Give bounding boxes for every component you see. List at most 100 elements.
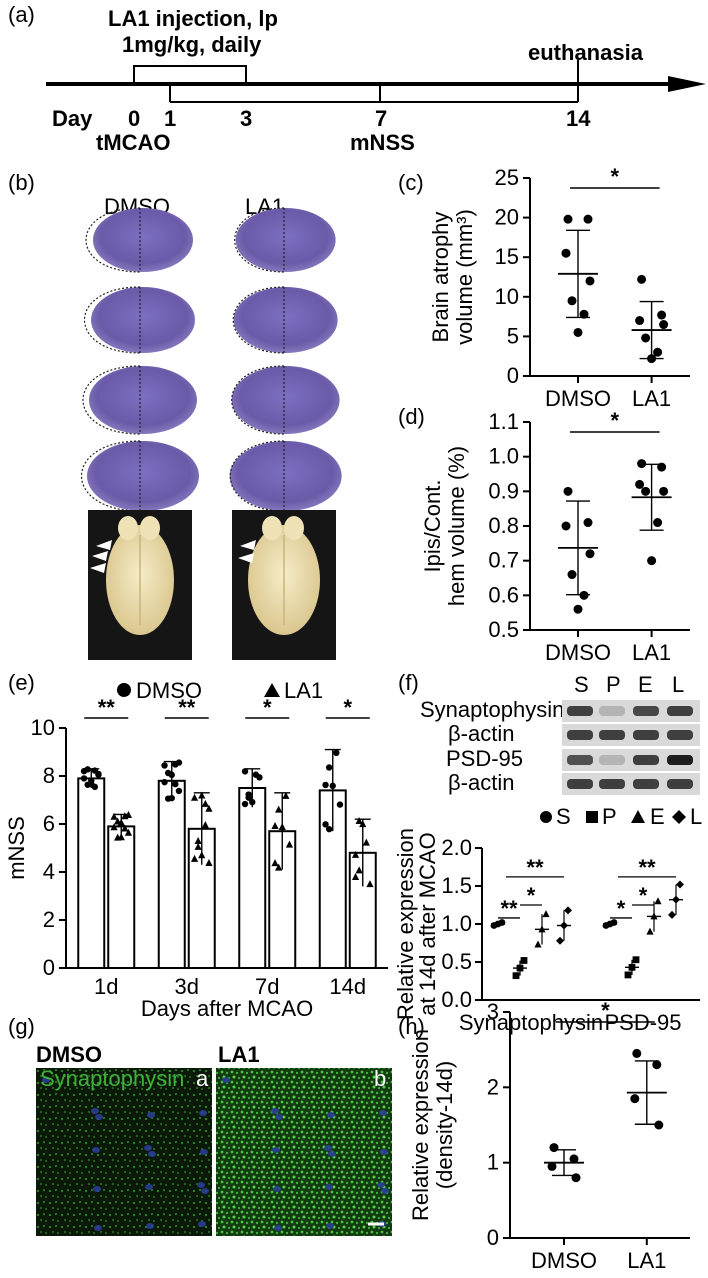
data-point-la1 bbox=[278, 822, 286, 830]
data-point-dmso bbox=[91, 767, 99, 774]
nucleus-la1 bbox=[325, 1184, 333, 1190]
data-point bbox=[659, 320, 669, 330]
brain-section-dmso bbox=[93, 208, 193, 272]
panel-g: (g) DMSO LA1 Synaptophysin a b bbox=[8, 1014, 392, 1236]
data-point-dmso bbox=[172, 780, 179, 788]
data-point-la1 bbox=[201, 799, 209, 807]
blot-row-synaptophysin: Synaptophysin bbox=[420, 697, 564, 722]
brain-section-la1 bbox=[231, 366, 340, 434]
data-point-p bbox=[512, 972, 520, 980]
data-point-la1 bbox=[114, 833, 122, 841]
nucleus-la1 bbox=[328, 1151, 336, 1157]
panel-f: (f) S P E L Synaptophysin β-actin PSD-95… bbox=[393, 670, 702, 1035]
blot-band bbox=[667, 755, 693, 765]
y-tick-label: 2 bbox=[43, 907, 55, 932]
y-tick-label: 0.5 bbox=[488, 617, 519, 642]
data-point bbox=[563, 214, 573, 224]
lesion-outline-la1 bbox=[234, 207, 285, 273]
blot-band bbox=[567, 730, 593, 740]
data-point bbox=[573, 604, 583, 614]
brain-section-dmso bbox=[91, 287, 195, 353]
x-tick-label: 7d bbox=[255, 974, 279, 999]
data-point bbox=[657, 310, 667, 320]
data-point bbox=[547, 1161, 557, 1171]
data-point-dmso bbox=[241, 768, 249, 775]
nucleus-la1 bbox=[327, 1112, 335, 1118]
lesion-outline-la1 bbox=[231, 365, 285, 435]
nucleus-la1 bbox=[272, 1147, 280, 1153]
blot-band bbox=[567, 706, 593, 716]
y-tick-label: 2.0 bbox=[441, 835, 472, 860]
data-point-la1 bbox=[121, 824, 129, 832]
mnss-label: mNSS bbox=[350, 130, 415, 155]
data-point-dmso bbox=[322, 781, 329, 789]
data-point bbox=[571, 1173, 581, 1183]
blot-band bbox=[567, 755, 593, 765]
y-tick-label: 1 bbox=[487, 1150, 499, 1175]
y-tick-label: 0.0 bbox=[441, 987, 472, 1012]
data-point-dmso bbox=[322, 821, 329, 828]
panel-a-letter: (a) bbox=[8, 2, 35, 27]
nucleus-dmso bbox=[93, 1186, 101, 1192]
micrograph-nuclei bbox=[42, 1077, 389, 1231]
data-point bbox=[659, 486, 669, 496]
lane-label-e: E bbox=[638, 672, 653, 697]
data-point-l bbox=[564, 906, 572, 915]
panel-c-letter: (c) bbox=[398, 170, 424, 195]
tmcao-label: tMCAO bbox=[96, 130, 171, 155]
euthanasia-label: euthanasia bbox=[528, 40, 644, 65]
micrograph-stain-label: Synaptophysin bbox=[40, 1066, 184, 1091]
day-tick-0: 0 bbox=[128, 106, 140, 131]
data-point-dmso bbox=[333, 749, 340, 757]
legend-label-la1: LA1 bbox=[284, 678, 323, 703]
blot-row-actin-1: β-actin bbox=[448, 721, 514, 746]
data-point-dmso bbox=[161, 762, 168, 769]
nucleus-la1 bbox=[326, 1223, 334, 1229]
significance-marker: ** bbox=[178, 695, 196, 720]
data-point-dmso bbox=[80, 775, 88, 782]
nucleus-dmso bbox=[201, 1188, 209, 1194]
data-point-la1 bbox=[110, 812, 118, 820]
data-point bbox=[569, 1154, 579, 1164]
nucleus-dmso bbox=[144, 1145, 152, 1151]
nucleus-dmso bbox=[94, 1225, 102, 1231]
x-tick-label: 1d bbox=[94, 974, 118, 999]
data-point-la1 bbox=[194, 837, 202, 845]
y-axis-label-line: volume (mm³) bbox=[452, 209, 477, 345]
nucleus-la1 bbox=[381, 1188, 389, 1194]
whole-brain-la1 bbox=[238, 516, 320, 635]
panel-d-letter: (d) bbox=[398, 404, 425, 429]
data-point-p bbox=[632, 956, 640, 964]
data-point-dmso bbox=[172, 761, 179, 768]
bar-la1 bbox=[107, 825, 136, 970]
y-tick-label: 8 bbox=[43, 763, 55, 788]
data-point-la1 bbox=[351, 850, 360, 858]
legend-marker-la1 bbox=[264, 683, 280, 697]
data-point bbox=[653, 347, 663, 357]
bar-dmso bbox=[77, 777, 106, 970]
chart-e: 0 2 4 6 8 10 mNSS Days after MCAO 1d ** 3d ** 7d * 14d… bbox=[4, 695, 388, 1021]
data-point-p bbox=[624, 971, 632, 979]
arrowhead-icon bbox=[92, 551, 108, 561]
data-point-la1 bbox=[275, 863, 283, 871]
arrowhead-icon bbox=[90, 563, 106, 573]
blot-bands bbox=[562, 700, 700, 795]
brain-section-dmso bbox=[87, 441, 199, 511]
y-axis-label: Ipis/Cont.hem volume (%) bbox=[420, 446, 469, 606]
data-point bbox=[653, 518, 663, 528]
y-tick-label: 0.6 bbox=[488, 582, 519, 607]
data-point-dmso bbox=[175, 787, 183, 795]
arrowhead-icon bbox=[96, 540, 112, 550]
y-axis-label-line: Relative expression bbox=[393, 828, 418, 1020]
significance-marker: * bbox=[263, 695, 272, 720]
data-point-la1 bbox=[271, 859, 279, 867]
micrograph-sub-a: a bbox=[196, 1066, 209, 1091]
panel-a: (a) LA1 injection, lp 1mg/kg, daily euth… bbox=[8, 2, 706, 155]
data-point-la1 bbox=[117, 818, 125, 826]
panel-g-col-la1: LA1 bbox=[218, 1042, 260, 1067]
lesion-outline-dmso bbox=[80, 440, 141, 512]
data-point bbox=[585, 276, 595, 286]
data-point-la1 bbox=[201, 821, 209, 829]
data-point-la1 bbox=[121, 812, 129, 820]
data-point-la1 bbox=[190, 854, 199, 862]
